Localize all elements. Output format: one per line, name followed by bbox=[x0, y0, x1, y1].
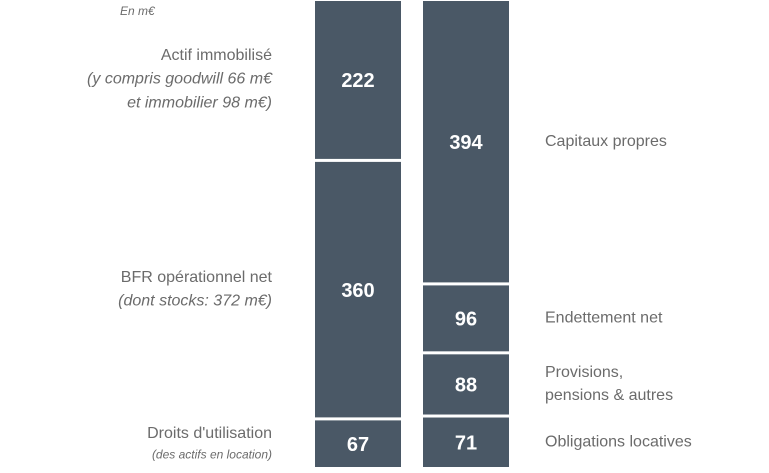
segment-label: Droits d'utilisation bbox=[147, 425, 272, 442]
segment-note: (dont stocks: 372 m€) bbox=[118, 292, 272, 309]
segment-note: et immobilier 98 m€) bbox=[127, 95, 272, 112]
segment-note: (des actifs en location) bbox=[152, 447, 272, 461]
segment-label: Capitaux propres bbox=[545, 133, 667, 150]
segment bbox=[315, 1, 401, 159]
segment-label: BFR opérationnel net bbox=[121, 269, 273, 286]
segment-label: Provisions, bbox=[545, 364, 623, 381]
segment-label: Endettement net bbox=[545, 310, 663, 327]
segment-label: Actif immobilisé bbox=[161, 47, 272, 64]
value-label: 222 bbox=[341, 70, 374, 92]
segment bbox=[315, 420, 401, 467]
value-label: 71 bbox=[455, 433, 477, 455]
unit-label: En m€ bbox=[120, 4, 156, 18]
segment-label: pensions & autres bbox=[545, 387, 673, 404]
value-label: 96 bbox=[455, 309, 477, 331]
segment-note: (y compris goodwill 66 m€ bbox=[87, 71, 273, 88]
segment bbox=[423, 417, 509, 467]
value-label: 88 bbox=[455, 375, 477, 397]
value-label: 394 bbox=[449, 132, 483, 154]
segment bbox=[423, 354, 509, 415]
segment bbox=[315, 161, 401, 418]
value-label: 67 bbox=[347, 434, 369, 456]
segment bbox=[423, 285, 509, 352]
value-label: 360 bbox=[341, 280, 374, 302]
segment-label: Obligations locatives bbox=[545, 433, 692, 450]
segment bbox=[423, 1, 509, 283]
